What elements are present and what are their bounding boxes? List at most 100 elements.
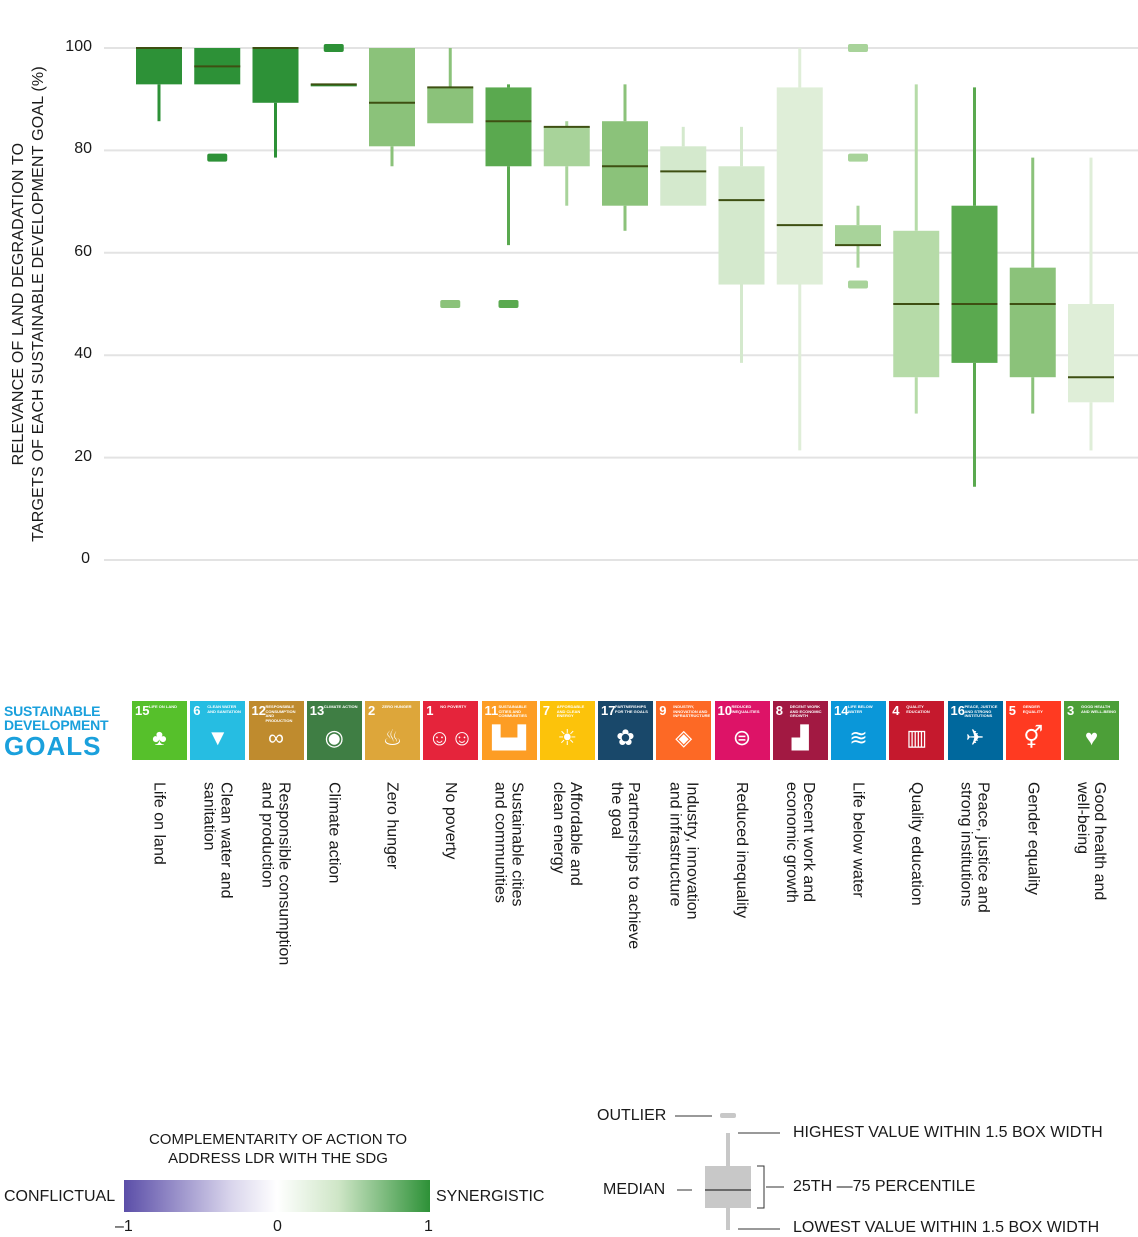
goal-label: Life below water (849, 782, 867, 898)
sdg-tile-title: Life below water (848, 704, 873, 714)
sdg-logo-line1: SUSTAINABLE (4, 703, 101, 719)
key-outlier (720, 1113, 736, 1118)
y-axis-title-line1: RELEVANCE OF LAND DEGRADATION TO (10, 142, 27, 466)
sdg-tile-7: 7 Affordable and clean energy ☀ (539, 701, 595, 760)
sdg-tile-title: Responsible consumption and production (265, 704, 296, 723)
box-1 (427, 87, 474, 124)
sdg-tile-title: Decent work and economic growth (789, 704, 822, 718)
sdg-tile-icon: ♨ (382, 725, 403, 750)
sdg-tile-number: 17 (601, 703, 616, 718)
outlier-point (207, 153, 228, 162)
goal-label: Industry, innovation and infrastructure (666, 782, 701, 920)
sdg-tile-number: 14 (834, 703, 849, 718)
sdg-tile-13: 13 Climate action ◉ (306, 701, 362, 760)
outlier-point (848, 280, 868, 289)
sdg-tile-number: 15 (135, 703, 150, 718)
goal-label: Decent work and economic growth (782, 782, 817, 903)
y-tick-label: 100 (65, 38, 92, 55)
sdg-tile-title: Clean water and sanitation (207, 704, 241, 714)
sdg-tile-number: 10 (717, 703, 732, 718)
sdg-tile-2: 2 Zero hunger ♨ (365, 701, 420, 760)
sdg-tile-title: Life on land (149, 704, 177, 709)
y-tick-label: 20 (74, 447, 92, 465)
sdg-tile-icon: ☺☺☺ (428, 725, 474, 760)
legend-scale-mid: 0 (273, 1218, 282, 1235)
box-17 (602, 121, 648, 206)
sdg-tile-title: Industry, innovation and infrastructure (673, 704, 711, 718)
sdg-tile-9: 9 Industry, innovation and infrastructure… (656, 701, 712, 760)
sdg-tile-title: Sustainable cities and communities (498, 704, 527, 718)
box-15 (136, 48, 182, 85)
key-highest-label: HIGHEST VALUE WITHIN 1.5 BOX WIDTH (793, 1124, 1103, 1141)
sdg-tile-number: 13 (309, 703, 325, 718)
goal-label: Sustainable cities and communities (491, 782, 526, 907)
sdg-tile-number: 8 (775, 703, 783, 718)
y-tick-label: 80 (74, 140, 92, 158)
outlier-point (848, 44, 868, 52)
y-tick-label: 40 (74, 345, 92, 363)
box-5 (1009, 267, 1056, 378)
sdg-tile-number: 5 (1008, 703, 1016, 718)
sdg-tile-icon: ✿ (616, 725, 635, 750)
sdg-tile-icon: ☀ (557, 725, 578, 750)
sdg-tile-6: 6 Clean water and sanitation ▼ (190, 701, 246, 760)
legend-title: COMPLEMENTARITY OF ACTION TO ADDRESS LDR… (148, 1131, 408, 1167)
y-axis-title-line2: TARGETS OF EACH SUSTAINABLE DEVELOPMENT … (30, 66, 47, 542)
goal-label: Quality education (907, 782, 925, 906)
sdg-tile-icon: ♣ (152, 725, 167, 750)
sdg-tile-title: Climate action (323, 704, 358, 709)
box-7 (543, 126, 590, 167)
sdg-tile-number: 9 (659, 703, 667, 718)
goal-label: Clean water and sanitation (200, 782, 235, 899)
outlier-point (440, 300, 461, 308)
box-8 (776, 87, 823, 285)
goal-label: Affordable and clean energy (549, 782, 584, 886)
y-tick-label: 0 (81, 550, 90, 567)
sdg-tile-icon: ∞ (268, 725, 284, 750)
sdg-tile-number: 16 (950, 703, 965, 718)
sdg-tile-icon: ◈ (675, 725, 693, 750)
sdg-tile-icon: ▼ (206, 725, 229, 750)
sdg-tile-number: 12 (251, 703, 266, 718)
key-median-label: MEDIAN (603, 1181, 666, 1198)
sdg-tile-10: 10 Reduced inequalities ⊜ (714, 701, 770, 760)
sdg-tile-11: 11 Sustainable cities and communities ▙▟ (481, 701, 537, 760)
key-lowest-label: LOWEST VALUE WITHIN 1.5 BOX WIDTH (793, 1219, 1100, 1236)
box-12 (252, 48, 299, 103)
box-14 (835, 225, 881, 246)
goal-label: Responsible consumption and production (258, 782, 293, 966)
sdg-tile-3: 3 Good health and well-being ♥ (1064, 701, 1119, 760)
sdg-tile-5: 5 Gender equality ⚥ (1005, 701, 1061, 760)
sdg-tile-title: Peace, justice and strong institutions (964, 704, 998, 718)
goal-label: Reduced inequality (733, 782, 750, 919)
sdg-tile-icon: ▥ (906, 725, 928, 750)
goal-label: Climate action (325, 782, 343, 884)
goal-label: No poverty (441, 782, 459, 860)
sdg-tile-1: 1 No poverty ☺☺☺ (423, 701, 479, 760)
sdg-tile-title: Good health and well-being (1081, 704, 1117, 714)
sdg-tile-number: 2 (368, 703, 376, 718)
key-percentile-label: 25TH —75 PERCENTILE (793, 1178, 976, 1195)
sdg-logo-line3: GOALS (4, 731, 102, 761)
sdg-tile-number: 7 (542, 703, 550, 718)
goal-label: Gender equality (1024, 782, 1042, 895)
sdg-tile-15: 15 Life on land ♣ (132, 701, 187, 760)
sdg-tile-title: Gender equality (1022, 704, 1043, 714)
sdg-tile-17: 17 Partnerships for the goals ✿ (598, 701, 653, 760)
box-16 (951, 205, 998, 363)
box-9 (660, 146, 707, 206)
sdg-tile-4: 4 Quality education ▥ (889, 701, 945, 760)
sdg-logo-line2: DEVELOPMENT (4, 717, 109, 733)
sdg-tile-title: Affordable and clean energy (556, 704, 585, 718)
sdg-logo: SUSTAINABLE DEVELOPMENT GOALS (4, 704, 116, 760)
sdg-tile-icon: ✈ (965, 725, 985, 750)
legend-color-scale (124, 1180, 430, 1212)
sdg-tile-icon: ⊜ (732, 725, 752, 750)
goal-label: Zero hunger (383, 782, 401, 870)
legend-synergistic-label: SYNERGISTIC (436, 1188, 545, 1205)
outlier-point (323, 44, 344, 52)
sdg-tile-title: No poverty (440, 704, 467, 709)
goal-label: Partnerships to achieve the goal (608, 782, 642, 950)
y-tick-label: 60 (74, 242, 92, 260)
sdg-tile-title: Reduced inequalities (731, 704, 760, 714)
